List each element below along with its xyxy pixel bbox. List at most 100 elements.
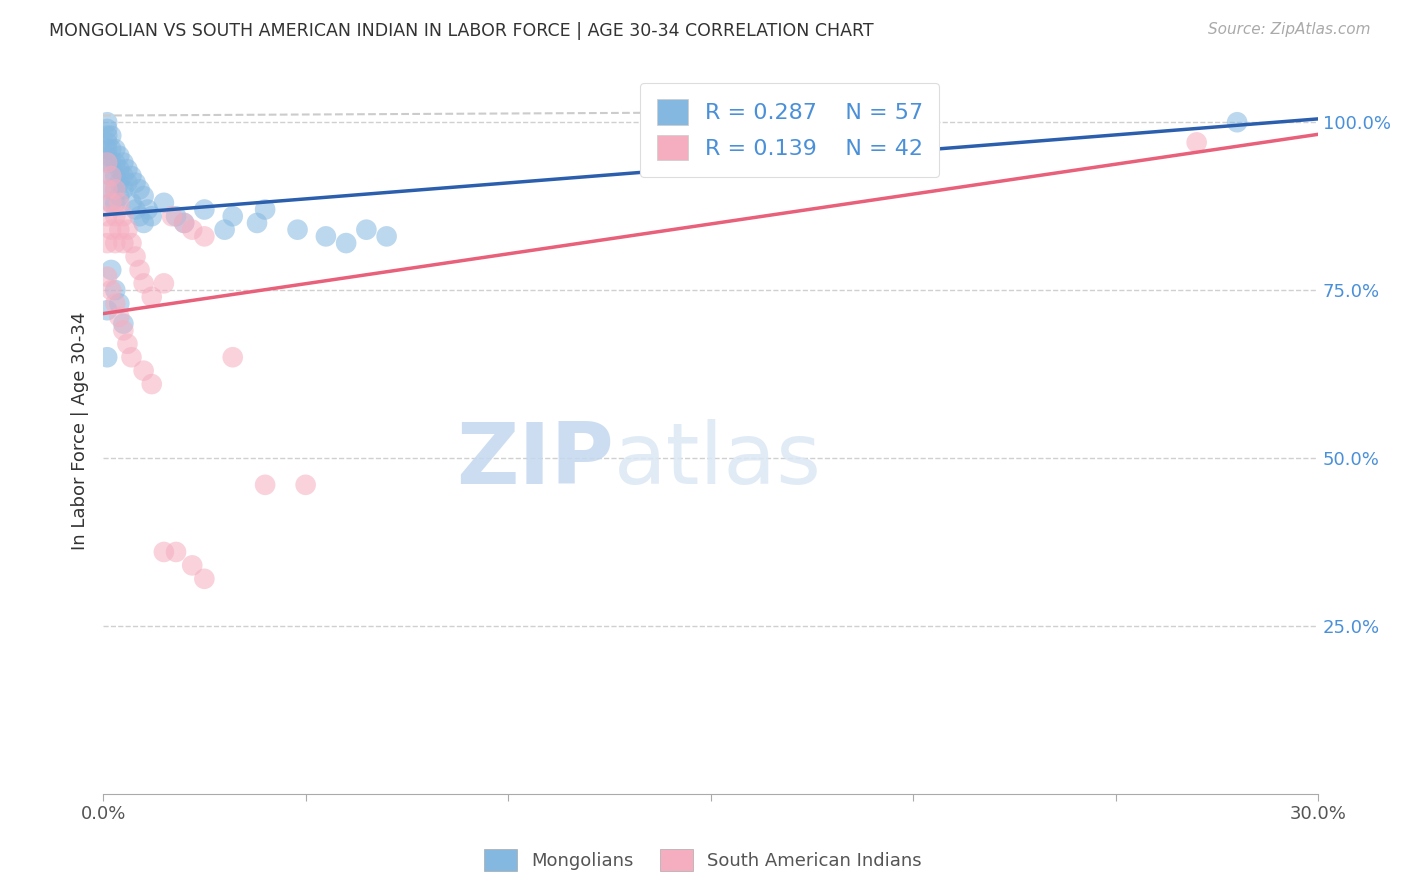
Point — [128, 209, 150, 223]
Point — [100, 195, 122, 210]
Point — [124, 202, 146, 217]
Point — [173, 216, 195, 230]
Point — [112, 323, 135, 337]
Point — [108, 310, 131, 324]
Point — [96, 136, 118, 150]
Point — [128, 182, 150, 196]
Point — [121, 169, 143, 183]
Point — [96, 155, 118, 169]
Point — [117, 336, 139, 351]
Point — [96, 303, 118, 318]
Point — [104, 209, 127, 223]
Point — [181, 222, 204, 236]
Point — [132, 277, 155, 291]
Point — [96, 350, 118, 364]
Point — [112, 317, 135, 331]
Point — [96, 149, 118, 163]
Point — [96, 142, 118, 156]
Point — [108, 296, 131, 310]
Point — [153, 545, 176, 559]
Point — [112, 209, 135, 223]
Point — [375, 229, 398, 244]
Point — [96, 115, 118, 129]
Point — [104, 155, 127, 169]
Point — [100, 169, 122, 183]
Legend: Mongolians, South American Indians: Mongolians, South American Indians — [477, 842, 929, 879]
Point — [117, 162, 139, 177]
Point — [112, 155, 135, 169]
Text: atlas: atlas — [613, 418, 821, 501]
Point — [141, 209, 163, 223]
Point — [132, 364, 155, 378]
Point — [108, 195, 131, 210]
Point — [335, 236, 357, 251]
Point — [96, 155, 118, 169]
Point — [121, 350, 143, 364]
Point — [104, 182, 127, 196]
Point — [100, 169, 122, 183]
Text: MONGOLIAN VS SOUTH AMERICAN INDIAN IN LABOR FORCE | AGE 30-34 CORRELATION CHART: MONGOLIAN VS SOUTH AMERICAN INDIAN IN LA… — [49, 22, 875, 40]
Point — [104, 236, 127, 251]
Point — [132, 189, 155, 203]
Text: ZIP: ZIP — [456, 418, 613, 501]
Point — [165, 545, 187, 559]
Point — [100, 128, 122, 143]
Point — [165, 209, 187, 223]
Point — [104, 296, 127, 310]
Point — [112, 236, 135, 251]
Point — [96, 209, 118, 223]
Point — [294, 478, 316, 492]
Point — [112, 169, 135, 183]
Point — [96, 128, 118, 143]
Point — [96, 182, 118, 196]
Point — [254, 478, 277, 492]
Point — [124, 176, 146, 190]
Point — [117, 222, 139, 236]
Point — [315, 229, 337, 244]
Point — [214, 222, 236, 236]
Point — [100, 155, 122, 169]
Point — [222, 209, 245, 223]
Point — [136, 202, 159, 217]
Point — [96, 122, 118, 136]
Point — [153, 277, 176, 291]
Point — [108, 162, 131, 177]
Point — [132, 216, 155, 230]
Point — [193, 202, 215, 217]
Legend: R = 0.287    N = 57, R = 0.139    N = 42: R = 0.287 N = 57, R = 0.139 N = 42 — [640, 83, 939, 178]
Point — [121, 195, 143, 210]
Point — [100, 142, 122, 156]
Point — [108, 149, 131, 163]
Point — [104, 195, 127, 210]
Point — [100, 222, 122, 236]
Point — [104, 169, 127, 183]
Point — [222, 350, 245, 364]
Point — [173, 216, 195, 230]
Point — [128, 263, 150, 277]
Point — [100, 195, 122, 210]
Text: Source: ZipAtlas.com: Source: ZipAtlas.com — [1208, 22, 1371, 37]
Point — [287, 222, 309, 236]
Y-axis label: In Labor Force | Age 30-34: In Labor Force | Age 30-34 — [72, 312, 89, 550]
Point — [96, 269, 118, 284]
Point — [112, 182, 135, 196]
Point — [160, 209, 183, 223]
Point — [1226, 115, 1249, 129]
Point — [124, 250, 146, 264]
Point — [104, 182, 127, 196]
Point — [1185, 136, 1208, 150]
Point — [121, 236, 143, 251]
Point — [153, 195, 176, 210]
Point — [141, 377, 163, 392]
Point — [108, 222, 131, 236]
Point — [246, 216, 269, 230]
Point — [193, 572, 215, 586]
Point — [117, 176, 139, 190]
Point — [108, 189, 131, 203]
Point — [104, 283, 127, 297]
Point — [100, 263, 122, 277]
Point — [108, 176, 131, 190]
Point — [100, 283, 122, 297]
Point — [104, 142, 127, 156]
Point — [141, 290, 163, 304]
